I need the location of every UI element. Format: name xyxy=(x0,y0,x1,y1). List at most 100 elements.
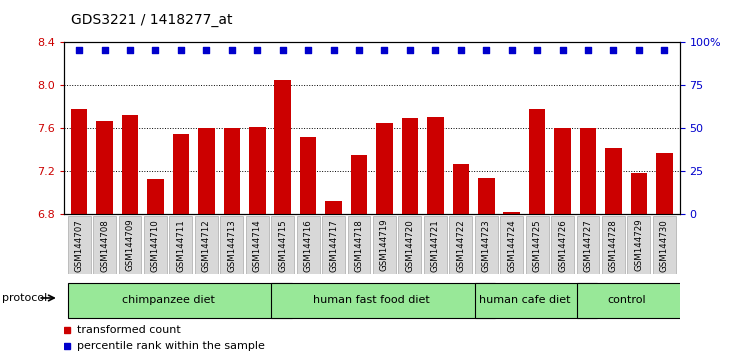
Point xyxy=(252,47,264,53)
Text: GSM144708: GSM144708 xyxy=(100,219,109,272)
Bar xyxy=(271,282,495,318)
Text: GSM144714: GSM144714 xyxy=(253,219,262,272)
Point xyxy=(327,47,339,53)
Bar xyxy=(602,216,625,274)
Point xyxy=(480,47,492,53)
Point xyxy=(531,47,543,53)
Bar xyxy=(351,155,367,214)
Bar xyxy=(68,282,291,318)
Point xyxy=(201,47,213,53)
Bar xyxy=(500,216,523,274)
Point xyxy=(556,47,569,53)
Text: GSM144715: GSM144715 xyxy=(278,219,287,272)
Point xyxy=(455,47,467,53)
Bar xyxy=(195,216,218,274)
Bar xyxy=(628,216,650,274)
Text: GSM144713: GSM144713 xyxy=(228,219,237,272)
Text: GSM144717: GSM144717 xyxy=(329,219,338,272)
Point xyxy=(124,47,136,53)
Bar xyxy=(529,109,545,214)
Text: GSM144711: GSM144711 xyxy=(176,219,185,272)
Bar xyxy=(424,216,447,274)
Text: GSM144716: GSM144716 xyxy=(303,219,312,272)
Text: GSM144723: GSM144723 xyxy=(481,219,490,272)
Point xyxy=(302,47,314,53)
Bar xyxy=(399,216,421,274)
Bar xyxy=(427,116,444,214)
Bar xyxy=(373,216,396,274)
Bar xyxy=(580,128,596,214)
Bar xyxy=(220,216,243,274)
Bar xyxy=(551,216,574,274)
Point xyxy=(608,47,620,53)
Text: GSM144707: GSM144707 xyxy=(74,219,83,272)
Bar xyxy=(170,216,192,274)
Text: GSM144709: GSM144709 xyxy=(125,219,134,272)
Point xyxy=(149,47,161,53)
Text: human fast food diet: human fast food diet xyxy=(313,295,430,305)
Text: control: control xyxy=(607,295,646,305)
Bar xyxy=(119,216,141,274)
Text: percentile rank within the sample: percentile rank within the sample xyxy=(77,341,265,351)
Bar xyxy=(322,216,345,274)
Bar xyxy=(249,127,266,214)
Point xyxy=(430,47,442,53)
Bar xyxy=(631,173,647,214)
Bar xyxy=(402,118,418,214)
Text: chimpanzee diet: chimpanzee diet xyxy=(122,295,215,305)
Bar xyxy=(503,212,520,214)
Bar xyxy=(376,123,393,214)
Text: GSM144728: GSM144728 xyxy=(609,219,618,272)
Point xyxy=(98,47,110,53)
Point xyxy=(353,47,365,53)
Text: GSM144726: GSM144726 xyxy=(558,219,567,272)
Point xyxy=(175,47,187,53)
Bar xyxy=(300,137,316,214)
Bar xyxy=(325,201,342,214)
Bar xyxy=(96,121,113,214)
Text: transformed count: transformed count xyxy=(77,325,181,335)
Point xyxy=(505,47,517,53)
Point xyxy=(276,47,288,53)
Bar xyxy=(68,216,91,274)
Bar xyxy=(173,134,189,214)
Text: GSM144721: GSM144721 xyxy=(431,219,440,272)
Bar xyxy=(274,80,291,214)
Text: human cafe diet: human cafe diet xyxy=(478,295,570,305)
Point xyxy=(582,47,594,53)
Text: GSM144724: GSM144724 xyxy=(507,219,516,272)
Text: GSM144710: GSM144710 xyxy=(151,219,160,272)
Bar xyxy=(605,148,622,214)
Text: GSM144719: GSM144719 xyxy=(380,219,389,272)
Bar xyxy=(93,216,116,274)
Text: GSM144730: GSM144730 xyxy=(660,219,669,272)
Bar xyxy=(147,179,164,214)
Text: GDS3221 / 1418277_at: GDS3221 / 1418277_at xyxy=(71,12,233,27)
Bar xyxy=(478,178,494,214)
Text: protocol: protocol xyxy=(2,293,47,303)
Bar xyxy=(297,216,320,274)
Bar xyxy=(246,216,269,274)
Bar xyxy=(198,128,215,214)
Bar xyxy=(271,216,294,274)
Bar xyxy=(348,216,370,274)
Point xyxy=(226,47,238,53)
Text: GSM144729: GSM144729 xyxy=(635,219,644,272)
Bar xyxy=(475,216,498,274)
Bar xyxy=(526,216,548,274)
Text: GSM144720: GSM144720 xyxy=(406,219,415,272)
Text: GSM144722: GSM144722 xyxy=(457,219,466,272)
Bar xyxy=(144,216,167,274)
Text: GSM144718: GSM144718 xyxy=(354,219,363,272)
Point xyxy=(73,47,85,53)
Point xyxy=(379,47,391,53)
Text: GSM144712: GSM144712 xyxy=(202,219,211,272)
Bar xyxy=(122,115,138,214)
Bar xyxy=(653,216,676,274)
Point xyxy=(404,47,416,53)
Bar xyxy=(449,216,472,274)
Bar xyxy=(656,153,673,214)
Point xyxy=(659,47,671,53)
Bar xyxy=(577,216,599,274)
Bar xyxy=(554,128,571,214)
